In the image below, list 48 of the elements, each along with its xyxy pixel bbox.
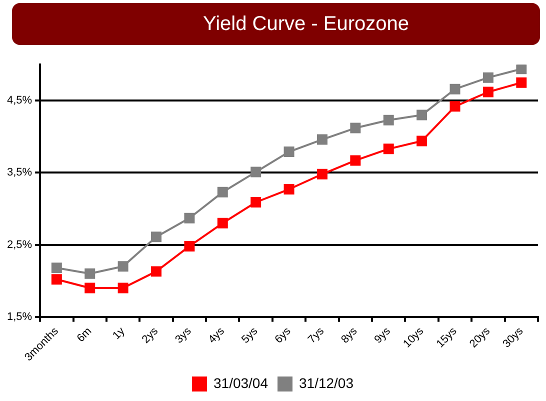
point xyxy=(416,110,428,120)
point xyxy=(151,266,162,277)
x-tick-label: 4ys xyxy=(206,324,228,346)
point xyxy=(383,114,394,126)
point xyxy=(84,282,96,294)
y-tick-label: 4,5% xyxy=(6,94,32,107)
chart-title: Yield Curve - Eurozone xyxy=(12,3,540,45)
point xyxy=(450,101,460,112)
point xyxy=(151,232,162,242)
point xyxy=(51,262,62,274)
legend-label: 31/03/04 xyxy=(214,374,268,391)
point xyxy=(184,240,195,252)
point xyxy=(217,218,228,228)
y-tick-label: 3,5% xyxy=(6,166,32,179)
point xyxy=(450,84,460,94)
point xyxy=(416,136,428,146)
x-tick-label: 3ys xyxy=(173,324,194,346)
x-tick-label: 30ys xyxy=(500,324,526,350)
point xyxy=(516,77,527,88)
point xyxy=(118,282,128,294)
point xyxy=(316,134,328,145)
y-tick-label: 2,5% xyxy=(6,238,32,251)
point xyxy=(516,64,527,74)
x-tick-label: 7ys xyxy=(306,324,327,346)
point xyxy=(350,155,361,166)
x-tick-label: 5ys xyxy=(240,324,260,346)
point xyxy=(284,146,294,158)
legend-label: 31/12/03 xyxy=(299,374,354,391)
x-tick-label: 1y xyxy=(110,324,128,342)
point xyxy=(250,166,262,178)
point xyxy=(184,212,195,224)
x-tick-label: 2ys xyxy=(140,324,161,346)
point xyxy=(284,184,294,195)
point xyxy=(84,268,96,279)
point xyxy=(383,144,394,154)
x-tick-label: 9ys xyxy=(372,324,394,346)
point xyxy=(482,86,494,98)
x-tick-label: 8ys xyxy=(339,324,360,346)
point xyxy=(350,122,361,134)
y-tick-label: 1,5% xyxy=(6,310,32,323)
point xyxy=(316,168,328,180)
x-tick-label: 6ys xyxy=(272,324,294,346)
point xyxy=(217,186,228,198)
point xyxy=(482,72,494,83)
point xyxy=(118,261,128,272)
point xyxy=(250,197,262,208)
x-tick-label: 6m xyxy=(74,325,94,345)
point xyxy=(51,274,62,285)
